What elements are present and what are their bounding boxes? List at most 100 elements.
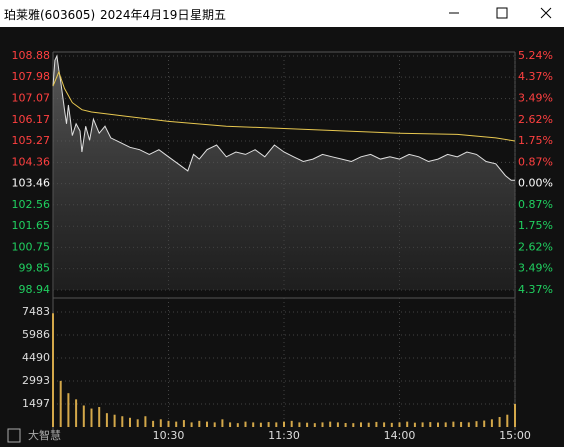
volume-bar (367, 422, 370, 427)
volume-bar (444, 422, 447, 427)
y2-tick-label: 3.49% (518, 92, 553, 105)
volume-bar (59, 380, 62, 427)
volume-bar (144, 416, 147, 427)
y-tick-label: 7483 (22, 305, 50, 318)
volume-bar (460, 421, 463, 427)
y2-tick-label: 1.75% (518, 219, 553, 232)
volume-bar (259, 422, 262, 427)
volume-bar (129, 417, 131, 427)
y-tick-label: 1497 (22, 397, 50, 410)
volume-bar (413, 422, 416, 427)
volume-bar (221, 419, 224, 427)
volume-bar (105, 413, 108, 427)
volume-bar (336, 422, 339, 427)
volume-bar (75, 399, 78, 427)
volume-bar (421, 422, 424, 427)
volume-bar (182, 420, 185, 427)
volume-bar (152, 420, 155, 427)
volume-bar (98, 407, 101, 427)
volume-bar (429, 422, 432, 427)
volume-bar (159, 419, 162, 427)
volume-bar (390, 422, 393, 427)
volume-bar (198, 420, 201, 427)
y-tick-label: 99.85 (19, 262, 51, 275)
y-tick-label: 104.36 (12, 155, 51, 168)
title-bar: 珀莱雅(603605) 2024年4月19日 星期五 (0, 0, 564, 27)
volume-bar (136, 419, 139, 427)
volume-bar (167, 420, 170, 427)
volume-bar (329, 421, 332, 427)
volume-bar (467, 422, 470, 427)
volume-bar (437, 422, 439, 427)
y2-tick-label: 4.37% (518, 283, 553, 296)
volume-bar (398, 422, 401, 427)
volume-bar (506, 414, 509, 427)
x-tick-label: 15:00 (499, 429, 531, 442)
volume-bar (175, 421, 178, 427)
y-tick-label: 101.65 (12, 219, 51, 232)
y-tick-label: 2993 (22, 374, 50, 387)
y2-tick-label: 0.87% (518, 198, 553, 211)
y-tick-label: 5986 (22, 328, 50, 341)
volume-bar (298, 422, 301, 427)
price-area (53, 56, 515, 290)
volume-bar (352, 423, 355, 427)
average-line (52, 70, 516, 142)
volume-bar (360, 422, 362, 427)
y-tick-label: 100.75 (12, 240, 51, 253)
price-line (52, 54, 515, 181)
volume-bar (406, 421, 409, 427)
volume-bar (306, 422, 309, 427)
logo-icon (7, 428, 21, 443)
y-tick-label: 106.17 (12, 113, 51, 126)
y2-tick-label: 0.87% (518, 155, 553, 168)
volume-bar (483, 420, 486, 427)
y-tick-label: 4490 (22, 351, 50, 364)
y-tick-label: 98.94 (19, 283, 51, 296)
y2-tick-label: 1.75% (518, 134, 553, 147)
y2-tick-label: 4.37% (518, 70, 553, 83)
volume-bar (290, 420, 293, 427)
volume-bar (244, 421, 247, 427)
maximize[interactable] (496, 7, 508, 19)
volume-bar (113, 414, 116, 427)
x-tick-label: 10:30 (153, 429, 185, 442)
volume-bar (90, 408, 93, 427)
x-tick-label: 11:30 (268, 429, 300, 442)
volume-bar (514, 403, 516, 427)
volume-bar (383, 422, 386, 427)
y2-tick-label: 0.00% (518, 177, 553, 190)
volume-bar (344, 423, 347, 427)
volume-bar (490, 419, 493, 427)
y-tick-label: 108.88 (12, 49, 51, 62)
x-tick-label: 14:00 (384, 429, 416, 442)
volume-bar (121, 416, 124, 427)
weekday: 星期五 (190, 8, 227, 22)
logo: 大智慧 (28, 428, 61, 442)
volume-bar (267, 422, 270, 427)
window-controls[interactable] (0, 0, 564, 27)
y2-tick-label: 2.62% (518, 240, 553, 253)
stock-name: 珀莱雅(603605) (4, 8, 96, 22)
y2-tick-label: 3.49% (518, 262, 553, 275)
volume-bar (52, 313, 54, 427)
volume-bar (275, 422, 278, 427)
volume-bar (82, 405, 85, 427)
volume-bar (190, 422, 193, 427)
volume-bar (283, 421, 285, 427)
y-tick-label: 107.07 (12, 92, 51, 105)
volume-bar (252, 422, 255, 427)
close[interactable] (540, 7, 552, 19)
volume-bar (375, 421, 378, 427)
y-tick-label: 103.46 (12, 177, 51, 190)
volume-bar (475, 421, 478, 427)
y-tick-label: 105.27 (12, 134, 51, 147)
volume-bar (321, 422, 324, 427)
y-tick-label: 107.98 (12, 70, 51, 83)
date: 2024年4月19日 (100, 8, 190, 22)
volume-bar (67, 393, 70, 427)
volume-bar (229, 422, 232, 427)
volume-bar (313, 423, 316, 427)
